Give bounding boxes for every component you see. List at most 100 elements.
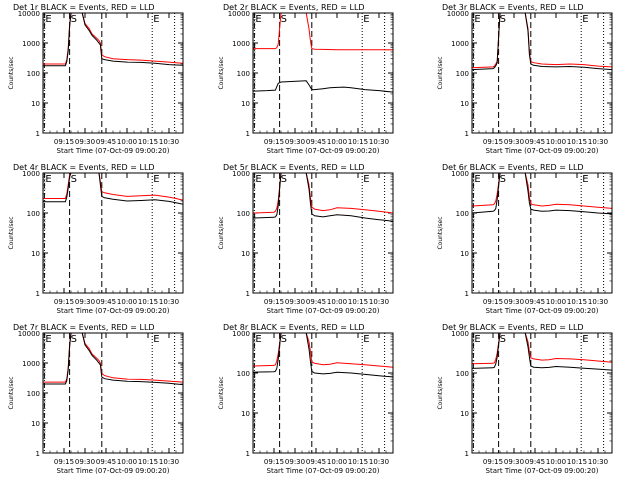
y-tick-label: 10 xyxy=(241,410,250,418)
panel-det-8: Det 8r BLACK = Events, RED = LLD 1 10 100 10… xyxy=(218,323,394,475)
event-marker-label: E xyxy=(582,14,588,25)
panel-title: Det 3r BLACK = Events, RED = LLD xyxy=(442,3,584,12)
y-tick-label: 100 xyxy=(237,210,250,218)
x-tick-label: 10:30 xyxy=(369,138,389,146)
y-tick-label: 10 xyxy=(460,250,469,258)
x-tick-label: 09:45 xyxy=(525,138,545,146)
x-tick-label: 10:30 xyxy=(588,458,608,466)
plot-frame xyxy=(42,332,184,454)
series-line-red-lld xyxy=(253,333,393,368)
x-tick-label: 10:00 xyxy=(117,298,137,306)
panel-title: Det 7r BLACK = Events, RED = LLD xyxy=(13,323,155,332)
series-line-black-events xyxy=(43,13,183,67)
y-tick-label: 10 xyxy=(460,100,469,108)
x-axis-label: Start Time (07-Oct-09 09:00:20) xyxy=(57,307,170,315)
series-line-black-events xyxy=(253,173,393,222)
panel-title: Det 8r BLACK = Events, RED = LLD xyxy=(223,323,365,332)
y-tick-label: 1 xyxy=(246,450,250,458)
x-tick-label: 10:30 xyxy=(159,138,179,146)
x-tick-label: 10:15 xyxy=(348,298,368,306)
x-tick-label: 09:15 xyxy=(264,138,284,146)
series-line-black-events xyxy=(43,333,183,386)
panel-det-6: Det 6r BLACK = Events, RED = LLD 1 10 100 10… xyxy=(437,163,613,315)
y-tick-label: 100 xyxy=(456,210,469,218)
event-marker-label: E xyxy=(582,334,588,345)
y-tick-label: 1000 xyxy=(451,40,469,48)
x-tick-label: 10:00 xyxy=(117,458,137,466)
x-tick-label: 10:00 xyxy=(117,138,137,146)
y-tick-label: 100 xyxy=(237,70,250,78)
x-tick-label: 09:30 xyxy=(75,138,95,146)
y-tick-label: 10000 xyxy=(228,10,250,18)
series-line-red-lld xyxy=(253,173,393,214)
series-line-black-events xyxy=(253,80,393,93)
x-axis-label: Start Time (07-Oct-09 09:00:20) xyxy=(486,147,599,155)
y-tick-label: 10 xyxy=(460,410,469,418)
y-tick-label: 1000 xyxy=(22,40,40,48)
panel-title: Det 6r BLACK = Events, RED = LLD xyxy=(442,163,584,172)
event-marker-label: E xyxy=(363,334,369,345)
x-tick-label: 10:30 xyxy=(369,458,389,466)
x-tick-label: 09:45 xyxy=(525,298,545,306)
x-tick-label: 09:15 xyxy=(54,138,74,146)
x-tick-label: 10:30 xyxy=(159,458,179,466)
event-marker-label: E xyxy=(45,334,51,345)
panel-det-4: Det 4r BLACK = Events, RED = LLD 1 10 100 10… xyxy=(8,163,184,315)
y-tick-label: 1000 xyxy=(232,40,250,48)
y-axis-label: Counts/sec xyxy=(437,216,444,249)
plot-frame xyxy=(252,172,394,294)
x-tick-label: 09:15 xyxy=(483,138,503,146)
x-tick-label: 09:30 xyxy=(75,298,95,306)
x-tick-label: 10:15 xyxy=(567,138,587,146)
y-tick-label: 10 xyxy=(31,420,40,428)
x-tick-label: 09:15 xyxy=(483,458,503,466)
y-axis-label: Counts/sec xyxy=(8,56,15,89)
series-line-black-events xyxy=(472,173,612,215)
event-marker-label: E xyxy=(582,174,588,185)
event-marker-label: S xyxy=(281,334,287,345)
plot-frame xyxy=(252,12,394,134)
x-tick-label: 09:30 xyxy=(75,458,95,466)
x-axis-label: Start Time (07-Oct-09 09:00:20) xyxy=(486,467,599,475)
x-tick-label: 10:30 xyxy=(588,138,608,146)
y-tick-label: 10 xyxy=(241,250,250,258)
panel-det-3: Det 3r BLACK = Events, RED = LLD 1 10 100 10… xyxy=(437,3,613,155)
event-marker-label: E xyxy=(255,174,261,185)
y-tick-label: 1 xyxy=(36,450,40,458)
y-tick-label: 100 xyxy=(237,370,250,378)
x-tick-label: 10:15 xyxy=(138,458,158,466)
event-marker-label: S xyxy=(71,334,77,345)
x-tick-label: 10:00 xyxy=(546,458,566,466)
event-marker-label: E xyxy=(363,174,369,185)
y-tick-label: 10000 xyxy=(18,330,40,338)
event-marker-label: E xyxy=(255,14,261,25)
series-line-black-events xyxy=(472,333,612,371)
y-tick-label: 1 xyxy=(36,130,40,138)
y-tick-label: 100 xyxy=(456,70,469,78)
x-tick-label: 09:30 xyxy=(285,138,305,146)
x-tick-label: 10:15 xyxy=(567,458,587,466)
x-tick-label: 10:30 xyxy=(159,298,179,306)
x-tick-label: 09:30 xyxy=(285,458,305,466)
event-marker-label: E xyxy=(153,14,159,25)
series-line-black-events xyxy=(472,13,612,71)
event-marker-label: E xyxy=(153,174,159,185)
x-tick-label: 10:15 xyxy=(348,138,368,146)
y-axis-label: Counts/sec xyxy=(218,56,225,89)
y-tick-label: 100 xyxy=(27,210,40,218)
x-tick-label: 09:30 xyxy=(504,298,524,306)
x-axis-label: Start Time (07-Oct-09 09:00:20) xyxy=(57,467,170,475)
x-axis-label: Start Time (07-Oct-09 09:00:20) xyxy=(486,307,599,315)
event-marker-label: S xyxy=(500,174,506,185)
y-tick-label: 1000 xyxy=(451,330,469,338)
series-line-black-events xyxy=(43,173,183,205)
x-tick-label: 10:30 xyxy=(369,298,389,306)
y-tick-label: 1 xyxy=(465,290,469,298)
y-tick-label: 1 xyxy=(465,450,469,458)
panel-title: Det 4r BLACK = Events, RED = LLD xyxy=(13,163,155,172)
series-line-red-lld xyxy=(472,333,612,365)
panel-title: Det 1r BLACK = Events, RED = LLD xyxy=(13,3,155,12)
event-marker-label: E xyxy=(45,14,51,25)
